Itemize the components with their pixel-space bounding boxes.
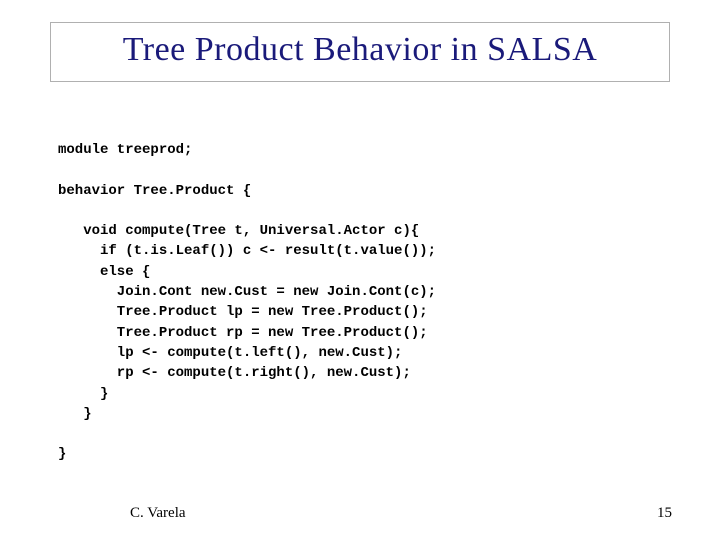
title-box: Tree Product Behavior in SALSA [50,22,670,82]
page-title: Tree Product Behavior in SALSA [63,31,657,69]
footer-page-number: 15 [657,505,672,522]
footer-author: C. Varela [130,505,186,522]
slide: Tree Product Behavior in SALSA module tr… [0,0,720,540]
code-block: module treeprod; behavior Tree.Product {… [58,140,436,465]
